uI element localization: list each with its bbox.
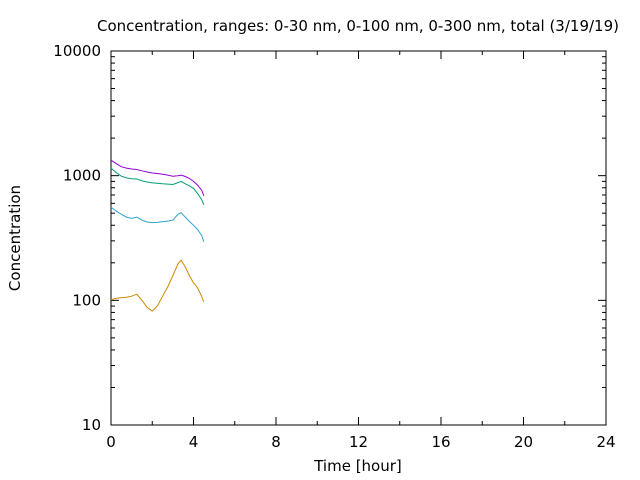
chart-title: Concentration, ranges: 0-30 nm, 0-100 nm… bbox=[97, 17, 619, 35]
x-tick-label: 12 bbox=[349, 433, 368, 451]
series-lines bbox=[110, 159, 205, 312]
y-axis-label: Concentration bbox=[6, 185, 24, 291]
series-line-1 bbox=[110, 259, 205, 312]
x-tick-label: 24 bbox=[596, 433, 615, 451]
axis-tick-labels: 0 4 8 12 16 20 24 10 100 1000 10000 bbox=[53, 42, 615, 451]
plot-frame bbox=[110, 50, 607, 426]
x-tick-label: 16 bbox=[431, 433, 450, 451]
x-axis-label: Time [hour] bbox=[313, 457, 402, 475]
series-line-3 bbox=[110, 167, 205, 205]
axis-ticks bbox=[110, 50, 607, 426]
x-tick-label: 0 bbox=[106, 433, 116, 451]
y-tick-label: 100 bbox=[72, 291, 101, 309]
x-tick-label: 20 bbox=[514, 433, 533, 451]
x-tick-label: 4 bbox=[189, 433, 199, 451]
x-tick-label: 8 bbox=[271, 433, 281, 451]
y-tick-label: 10 bbox=[82, 416, 101, 434]
series-line-4 bbox=[110, 159, 205, 196]
y-tick-label: 10000 bbox=[53, 42, 101, 60]
y-tick-label: 1000 bbox=[63, 167, 101, 185]
series-line-2 bbox=[110, 206, 205, 242]
